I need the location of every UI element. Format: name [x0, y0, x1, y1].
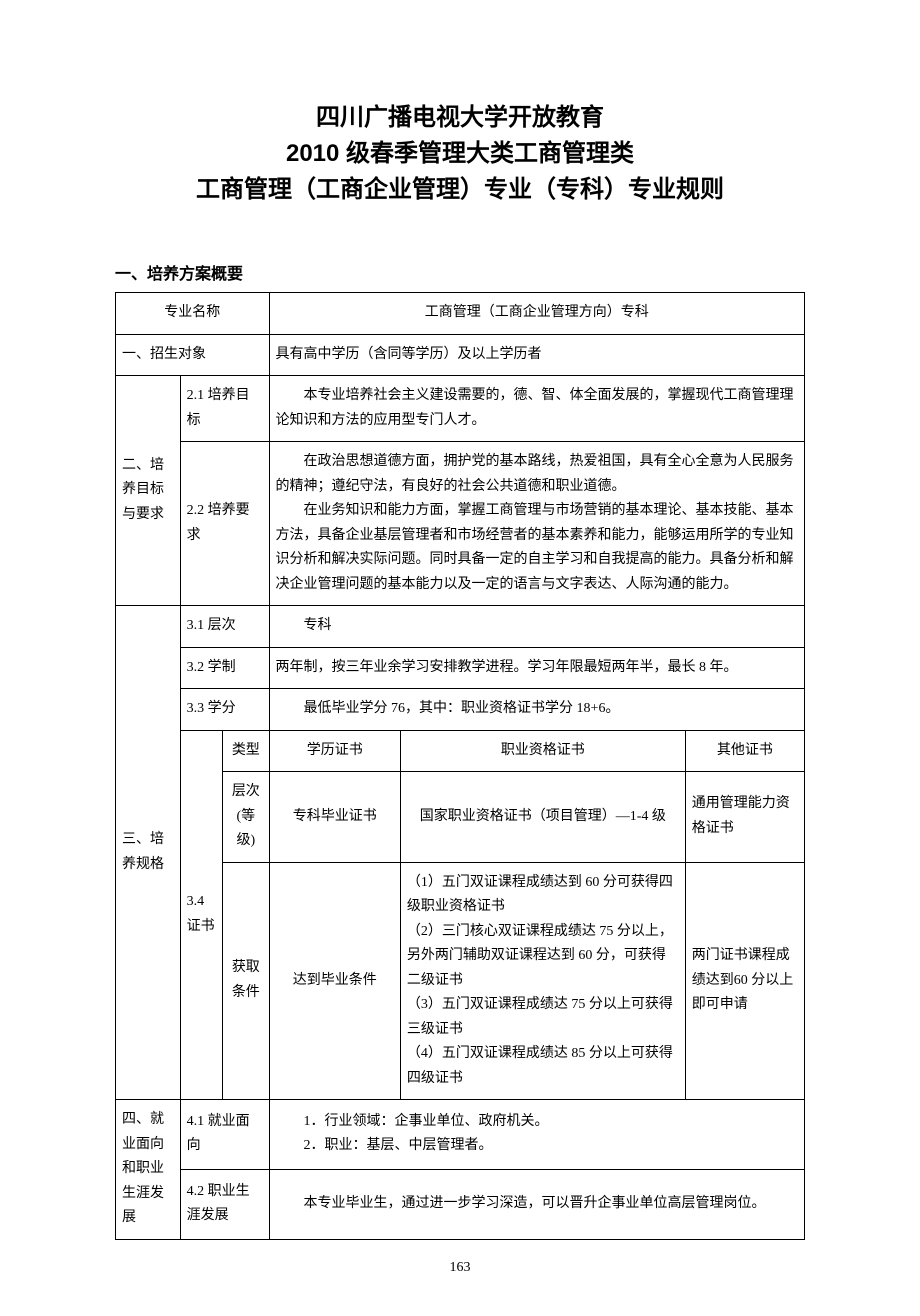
- table-row: 3.3 学分 最低毕业学分 76，其中：职业资格证书学分 18+6。: [116, 689, 805, 731]
- sec4-r2-text: 本专业毕业生，通过进一步学习深造，可以晋升企事业单位高层管理岗位。: [276, 1192, 798, 1217]
- table-row: 二、培养目标与要求 2.1 培养目标 本专业培养社会主义建设需要的，德、智、体全…: [116, 376, 805, 442]
- title-block: 四川广播电视大学开放教育 2010 级春季管理大类工商管理类 工商管理（工商企业…: [115, 100, 805, 208]
- sec3-label: 三、培养规格: [116, 606, 181, 1100]
- major-name-label: 专业名称: [116, 293, 270, 335]
- table-row: 一、招生对象 具有高中学历（含同等学历）及以上学历者: [116, 334, 805, 376]
- program-table: 专业名称 工商管理（工商企业管理方向）专科 一、招生对象 具有高中学历（含同等学…: [115, 292, 805, 1240]
- cert3-header: 其他证书: [685, 730, 804, 772]
- cert-level-v3: 通用管理能力资格证书: [685, 772, 804, 863]
- cert-cond-v1: 达到毕业条件: [269, 862, 400, 1100]
- sec1-value: 具有高中学历（含同等学历）及以上学历者: [269, 334, 804, 376]
- cert-cond-v2c: （3）五门双证课程成绩达 75 分以上可获得三级证书: [407, 993, 679, 1042]
- cert-cond-label: 获取条件: [223, 862, 269, 1100]
- sec4-r1-label: 4.1 就业面向: [180, 1100, 269, 1170]
- major-name-value: 工商管理（工商企业管理方向）专科: [269, 293, 804, 335]
- sec2-r1-label: 2.1 培养目标: [180, 376, 269, 442]
- table-row: 2.2 培养要求 在政治思想道德方面，拥护党的基本路线，热爱祖国，具有全心全意为…: [116, 442, 805, 606]
- table-row: 专业名称 工商管理（工商企业管理方向）专科: [116, 293, 805, 335]
- cert-level-v1: 专科毕业证书: [269, 772, 400, 863]
- title-line-2: 2010 级春季管理大类工商管理类: [115, 136, 805, 172]
- cert-cond-v2: （1）五门双证课程成绩达到 60 分可获得四级职业资格证书 （2）三门核心双证课…: [400, 862, 685, 1100]
- sec4-r1b: 2．职业：基层、中层管理者。: [276, 1134, 798, 1159]
- sec3-r4-label: 3.4证书: [180, 730, 222, 1100]
- sec4-r1a: 1．行业领域：企事业单位、政府机关。: [276, 1110, 798, 1135]
- cert-level-v2: 国家职业资格证书（项目管理）—1-4 级: [400, 772, 685, 863]
- sec3-r3-text: 最低毕业学分 76，其中：职业资格证书学分 18+6。: [276, 701, 620, 716]
- section-1-heading: 一、培养方案概要: [115, 260, 805, 284]
- cert2-header: 职业资格证书: [400, 730, 685, 772]
- cert-level-label: 层次(等级): [223, 772, 269, 863]
- cert-cond-v2d: （4）五门双证课程成绩达 85 分以上可获得四级证书: [407, 1042, 679, 1091]
- cert-cond-v3: 两门证书课程成绩达到60 分以上即可申请: [685, 862, 804, 1100]
- sec2-label: 二、培养目标与要求: [116, 376, 181, 606]
- cert-cond-v2a: （1）五门双证课程成绩达到 60 分可获得四级职业资格证书: [407, 871, 679, 920]
- sec2-r2-value: 在政治思想道德方面，拥护党的基本路线，热爱祖国，具有全心全意为人民服务的精神；遵…: [269, 442, 804, 606]
- sec2-r1-value: 本专业培养社会主义建设需要的，德、智、体全面发展的，掌握现代工商管理理论知识和方…: [269, 376, 804, 442]
- table-row: 三、培养规格 3.1 层次 专科: [116, 606, 805, 648]
- page-number: 163: [115, 1260, 805, 1276]
- title-line-3: 工商管理（工商企业管理）专业（专科）专业规则: [115, 172, 805, 208]
- table-row: 4.2 职业生涯发展 本专业毕业生，通过进一步学习深造，可以晋升企事业单位高层管…: [116, 1169, 805, 1239]
- sec4-label: 四、就业面向和职业生涯发展: [116, 1100, 181, 1240]
- sec3-r3-label: 3.3 学分: [180, 689, 269, 731]
- sec4-r2-value: 本专业毕业生，通过进一步学习深造，可以晋升企事业单位高层管理岗位。: [269, 1169, 804, 1239]
- cert-type-header: 类型: [223, 730, 269, 772]
- title-line-1: 四川广播电视大学开放教育: [115, 100, 805, 136]
- table-row: 3.4证书 类型 学历证书 职业资格证书 其他证书: [116, 730, 805, 772]
- sec3-r3-value: 最低毕业学分 76，其中：职业资格证书学分 18+6。: [269, 689, 804, 731]
- page: 四川广播电视大学开放教育 2010 级春季管理大类工商管理类 工商管理（工商企业…: [0, 0, 920, 1316]
- sec3-r1-value: 专科: [269, 606, 804, 648]
- sec4-r1-value: 1．行业领域：企事业单位、政府机关。 2．职业：基层、中层管理者。: [269, 1100, 804, 1170]
- table-row: 3.2 学制 两年制，按三年业余学习安排教学进程。学习年限最短两年半，最长 8 …: [116, 647, 805, 689]
- sec2-r1-text: 本专业培养社会主义建设需要的，德、智、体全面发展的，掌握现代工商管理理论知识和方…: [276, 384, 798, 433]
- sec3-r1-text: 专科: [276, 618, 332, 633]
- sec2-r2-p1: 在政治思想道德方面，拥护党的基本路线，热爱祖国，具有全心全意为人民服务的精神；遵…: [276, 450, 798, 499]
- sec4-r2-label: 4.2 职业生涯发展: [180, 1169, 269, 1239]
- cert-cond-v2b: （2）三门核心双证课程成绩达 75 分以上，另外两门辅助双证课程达到 60 分，…: [407, 920, 679, 994]
- sec1-label: 一、招生对象: [116, 334, 270, 376]
- table-row: 四、就业面向和职业生涯发展 4.1 就业面向 1．行业领域：企事业单位、政府机关…: [116, 1100, 805, 1170]
- cert1-header: 学历证书: [269, 730, 400, 772]
- sec3-r2-value: 两年制，按三年业余学习安排教学进程。学习年限最短两年半，最长 8 年。: [269, 647, 804, 689]
- sec2-r2-label: 2.2 培养要求: [180, 442, 269, 606]
- sec2-r2-p2: 在业务知识和能力方面，掌握工商管理与市场营销的基本理论、基本技能、基本方法，具备…: [276, 499, 798, 597]
- sec3-r1-label: 3.1 层次: [180, 606, 269, 648]
- sec3-r2-label: 3.2 学制: [180, 647, 269, 689]
